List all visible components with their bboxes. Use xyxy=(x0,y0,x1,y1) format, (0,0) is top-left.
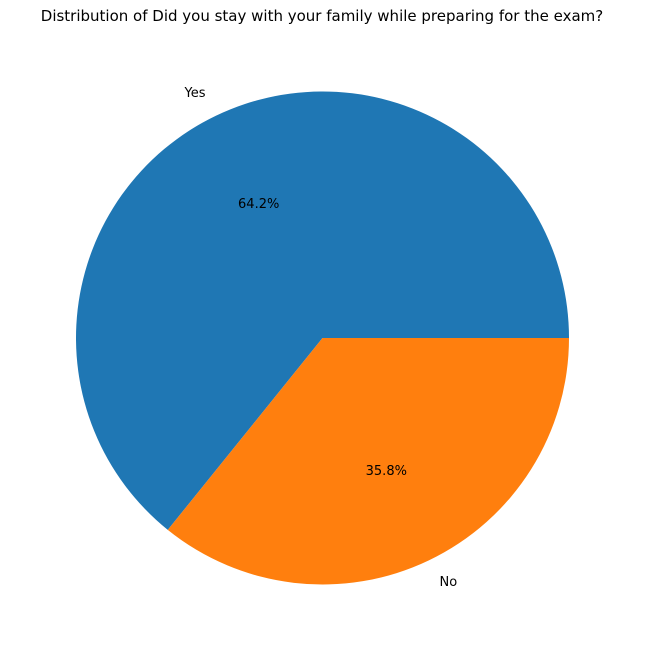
slice-percent-yes: 64.2% xyxy=(238,197,279,212)
chart-title: Distribution of Did you stay with your f… xyxy=(41,7,603,25)
pie-labels: Yes 64.2% No 35.8% xyxy=(184,86,458,590)
pie-slice-yes xyxy=(76,91,569,530)
pie-slices xyxy=(76,91,569,585)
slice-label-no: No xyxy=(439,575,457,590)
slice-label-yes: Yes xyxy=(184,86,206,101)
slice-percent-no: 35.8% xyxy=(366,464,407,479)
pie-slice-no xyxy=(167,338,569,585)
